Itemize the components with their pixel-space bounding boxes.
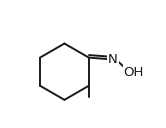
- Text: N: N: [108, 53, 118, 66]
- Text: OH: OH: [123, 66, 144, 79]
